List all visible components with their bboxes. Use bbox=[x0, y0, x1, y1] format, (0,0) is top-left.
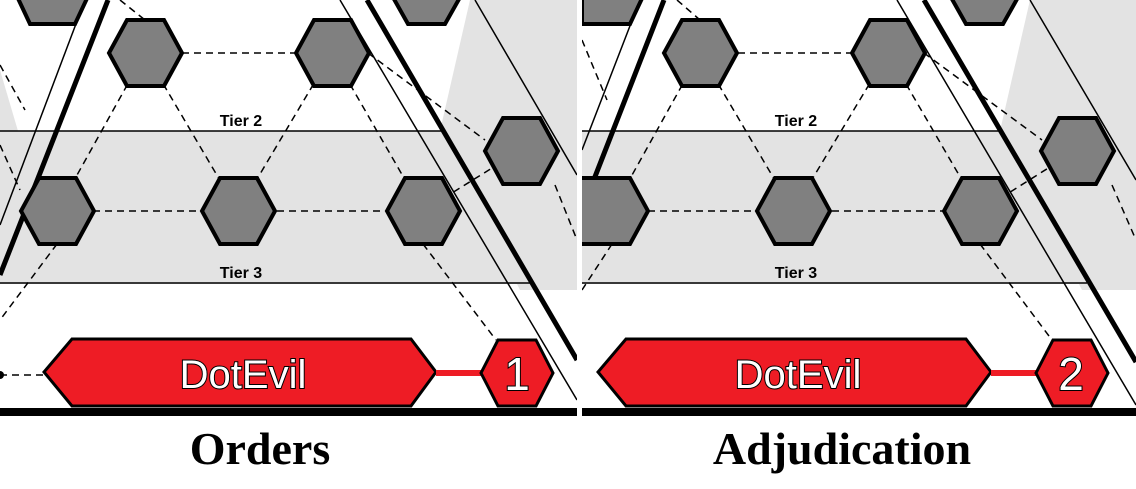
orders-caption: Orders bbox=[0, 426, 520, 472]
adjudication-caption: Adjudication bbox=[582, 426, 1102, 472]
hex-space-icon[interactable] bbox=[296, 20, 369, 86]
hex-space-icon[interactable] bbox=[109, 20, 182, 86]
player-banner-icon[interactable]: DotEvil bbox=[598, 339, 1036, 406]
tier-label: Tier 3 bbox=[775, 265, 818, 282]
hex-space-icon[interactable] bbox=[21, 178, 94, 244]
hex-space-icon[interactable] bbox=[387, 178, 460, 244]
adjudication-panel: Tier 2 Tier 3 DotEvil 2 bbox=[582, 0, 1136, 416]
hex-space-icon[interactable] bbox=[664, 20, 737, 86]
tier-label: Tier 3 bbox=[220, 265, 263, 282]
turn-number: 1 bbox=[504, 348, 530, 400]
tier-label: Tier 2 bbox=[220, 113, 263, 130]
tier-label: Tier 2 bbox=[775, 113, 818, 130]
hex-space-icon[interactable] bbox=[390, 0, 463, 24]
turn-number: 2 bbox=[1058, 348, 1084, 400]
hex-space-icon[interactable] bbox=[1041, 118, 1114, 184]
left-wedge bbox=[0, 70, 18, 131]
turn-badge-icon[interactable]: 2 bbox=[1036, 340, 1108, 406]
hex-space-icon[interactable] bbox=[852, 20, 925, 86]
hex-space-icon[interactable] bbox=[757, 178, 830, 244]
hex-space-icon[interactable] bbox=[15, 0, 90, 24]
orders-board: Tier 2 Tier 3 DotEvil 1 bbox=[0, 0, 577, 416]
turn-badge-icon[interactable]: 1 bbox=[481, 340, 553, 406]
hex-space-icon[interactable] bbox=[944, 178, 1017, 244]
player-name: DotEvil bbox=[180, 353, 307, 397]
hex-space-icon[interactable] bbox=[485, 118, 558, 184]
player-name: DotEvil bbox=[735, 353, 862, 397]
player-banner-icon[interactable]: DotEvil bbox=[44, 339, 481, 406]
hex-space-icon[interactable] bbox=[582, 0, 645, 24]
orders-panel: Tier 2 Tier 3 DotEvil 1 bbox=[0, 0, 577, 416]
hex-space-icon[interactable] bbox=[202, 178, 275, 244]
hex-space-icon[interactable] bbox=[948, 0, 1021, 24]
adjudication-board: Tier 2 Tier 3 DotEvil 2 bbox=[582, 0, 1136, 416]
